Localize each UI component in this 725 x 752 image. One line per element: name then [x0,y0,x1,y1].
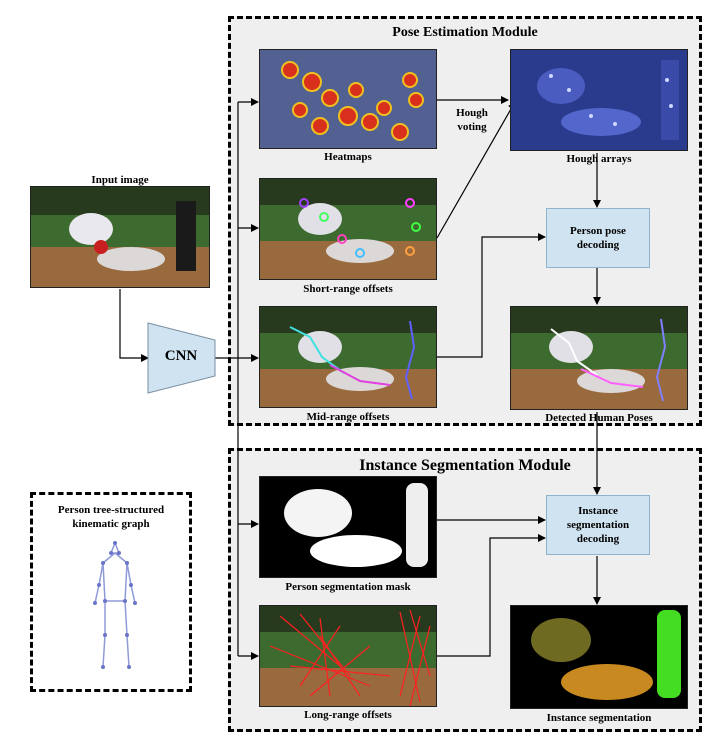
short-range-offsets-label: Short-range offsets [303,283,393,295]
long-range-offsets-label: Long-range offsets [304,709,392,721]
person-segmentation-mask-image [259,476,437,578]
mid-range-offsets-image [259,306,437,408]
detected-human-poses-image [510,306,688,410]
hough-arrays-label: Hough arrays [566,153,632,165]
instance-segmentation-image [510,605,688,709]
pose-module-title: Pose Estimation Module [392,25,538,40]
instance-segmentation-label: Instance segmentation [546,712,652,724]
hough-arrays-image [510,49,688,151]
mid-range-offsets-label: Mid-range offsets [306,411,390,423]
long-range-offsets-image [259,605,437,707]
segmentation-module-title: Instance Segmentation Module [359,457,571,474]
cnn-label: CNN [164,348,198,364]
input-image-label: Input image [91,174,149,186]
person-pose-decoding-box: Person pose decoding [546,208,650,268]
person-segmentation-mask-label: Person segmentation mask [285,581,411,593]
short-range-offsets-image [259,178,437,280]
detected-human-poses-label: Detected Human Poses [545,412,653,424]
input-image [30,186,210,288]
cnn-block [147,322,216,394]
kinematic-graph-box: Person tree-structured kinematic graph [30,492,192,692]
heatmaps-label: Heatmaps [324,151,372,163]
heatmaps-image [259,49,437,149]
hough-voting-label: Hough voting [456,107,488,134]
skeleton-graph [93,541,137,669]
kinematic-graph-title: Person tree-structured kinematic graph [57,504,165,531]
instance-segmentation-decoding-box: Instance segmentation decoding [546,495,650,555]
